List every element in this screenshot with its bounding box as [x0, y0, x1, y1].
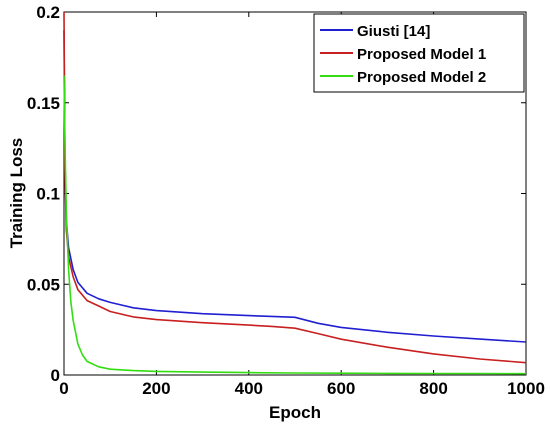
series-line-giusti: [63, 30, 527, 343]
x-tick-label: 800: [419, 379, 447, 398]
y-axis-label: Training Loss: [7, 138, 26, 249]
y-axis-ticks: 0 0.05 0.1 0.15 0.2: [27, 3, 526, 385]
series-lines: [63, 11, 527, 375]
x-tick-label: 600: [327, 379, 355, 398]
y-tick-label: 0.1: [36, 185, 60, 204]
y-tick-label: 0.15: [27, 94, 60, 113]
series-line-model-2: [63, 75, 527, 375]
legend-label-giusti: Giusti [14]: [357, 23, 430, 40]
y-tick-label: 0.2: [36, 3, 60, 22]
x-tick-label: 1000: [507, 379, 545, 398]
x-tick-label: 0: [59, 379, 68, 398]
legend-label-model-2: Proposed Model 2: [357, 69, 486, 86]
x-tick-label: 200: [142, 379, 170, 398]
x-tick-label: 400: [235, 379, 263, 398]
legend: Giusti [14] Proposed Model 1 Proposed Mo…: [313, 13, 525, 93]
legend-label-model-1: Proposed Model 1: [357, 46, 486, 63]
y-tick-label: 0.05: [27, 275, 60, 294]
series-line-model-1: [63, 11, 527, 364]
y-tick-label: 0: [51, 366, 60, 385]
x-axis-label: Epoch: [269, 403, 321, 422]
